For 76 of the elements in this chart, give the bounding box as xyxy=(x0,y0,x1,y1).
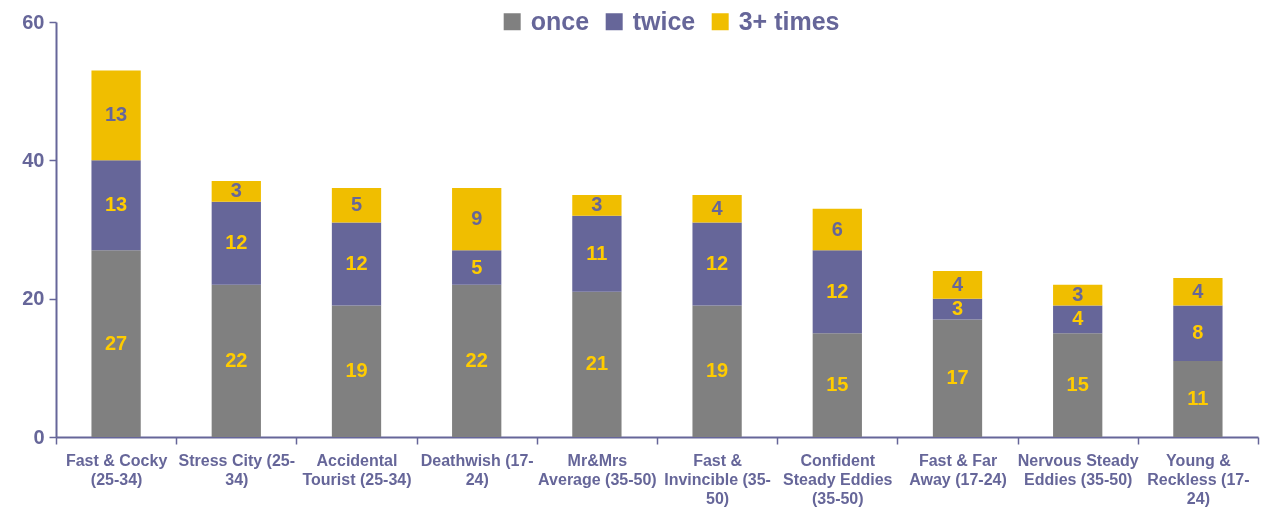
data-label: 4 xyxy=(711,196,724,219)
x-tick-label: Mr&Mrs Average (35-50) xyxy=(538,451,657,488)
bar xyxy=(572,215,622,292)
bar xyxy=(91,250,141,437)
bar xyxy=(331,222,382,306)
y-tick-label: 20 xyxy=(22,287,45,310)
data-label: 3 xyxy=(1072,283,1084,306)
bar xyxy=(452,188,502,251)
data-label: 3 xyxy=(951,297,964,320)
data-label: 27 xyxy=(104,331,128,354)
legend-label: 3+ times xyxy=(738,6,840,35)
bar xyxy=(331,188,382,223)
data-label: 13 xyxy=(104,193,128,216)
data-label: 8 xyxy=(1192,321,1204,344)
bar xyxy=(211,201,261,285)
data-label: 9 xyxy=(471,207,483,230)
y-tick-label: 60 xyxy=(22,10,45,33)
bar xyxy=(1173,277,1223,306)
data-label: 17 xyxy=(946,366,969,389)
x-tick-label: Stress City (25-34) xyxy=(178,451,296,488)
bar xyxy=(91,70,141,161)
bar xyxy=(932,319,983,437)
legend-label: twice xyxy=(632,6,696,35)
bar xyxy=(1053,333,1103,437)
bar xyxy=(211,284,261,437)
x-tick-label: Fast & Cocky (25-34) xyxy=(65,451,168,488)
x-tick-label: Accidental Tourist (25-34) xyxy=(302,451,412,488)
bar xyxy=(91,160,141,251)
data-label: 5 xyxy=(471,255,483,278)
data-label: 22 xyxy=(465,348,488,371)
data-label: 11 xyxy=(1187,386,1209,409)
bar xyxy=(1053,305,1103,334)
y-tick-label: 40 xyxy=(22,148,45,171)
x-tick-label: Fast & Invincible (35-50) xyxy=(664,451,771,507)
x-tick-label: Confident Steady Eddies (35-50) xyxy=(783,451,893,507)
bar xyxy=(692,194,742,223)
data-label: 19 xyxy=(705,359,729,382)
bar xyxy=(1173,305,1223,361)
bar xyxy=(932,271,983,299)
data-label: 12 xyxy=(225,231,248,254)
y-tick-label: 0 xyxy=(33,425,45,448)
x-tick-label: Fast & Far Away (17-24) xyxy=(909,451,1007,488)
bar xyxy=(1173,360,1223,437)
data-label: 12 xyxy=(826,279,849,302)
data-label: 13 xyxy=(104,103,128,126)
data-label: 15 xyxy=(1066,373,1089,396)
data-label: 19 xyxy=(345,359,368,382)
data-label: 4 xyxy=(1192,279,1205,302)
data-label: 3 xyxy=(591,193,603,216)
data-label: 21 xyxy=(585,352,609,375)
legend-label: once xyxy=(530,6,590,35)
bar xyxy=(812,250,862,334)
data-label: 12 xyxy=(705,252,729,275)
x-tick-label: Nervous Steady Eddies (35-50) xyxy=(1017,451,1139,488)
bar xyxy=(452,250,502,285)
bar xyxy=(572,291,622,437)
data-label: 4 xyxy=(1072,307,1085,330)
data-label: 12 xyxy=(345,252,368,275)
data-label: 5 xyxy=(350,193,363,216)
bar xyxy=(1053,284,1103,306)
bar xyxy=(812,208,862,251)
bar xyxy=(692,305,742,437)
data-label: 3 xyxy=(230,179,242,202)
data-label: 6 xyxy=(831,217,843,240)
bar xyxy=(331,305,382,437)
bar xyxy=(812,333,862,437)
data-label: 4 xyxy=(951,272,964,295)
bar xyxy=(572,194,622,216)
x-tick-label: Deathwish (17-24) xyxy=(420,451,534,488)
data-label: 15 xyxy=(826,373,849,396)
bar xyxy=(452,284,502,437)
data-label: 22 xyxy=(225,348,248,371)
bar xyxy=(211,181,261,202)
bar xyxy=(692,222,742,306)
data-label: 11 xyxy=(586,241,608,264)
x-tick-label: Young & Reckless (17-24) xyxy=(1147,451,1250,507)
